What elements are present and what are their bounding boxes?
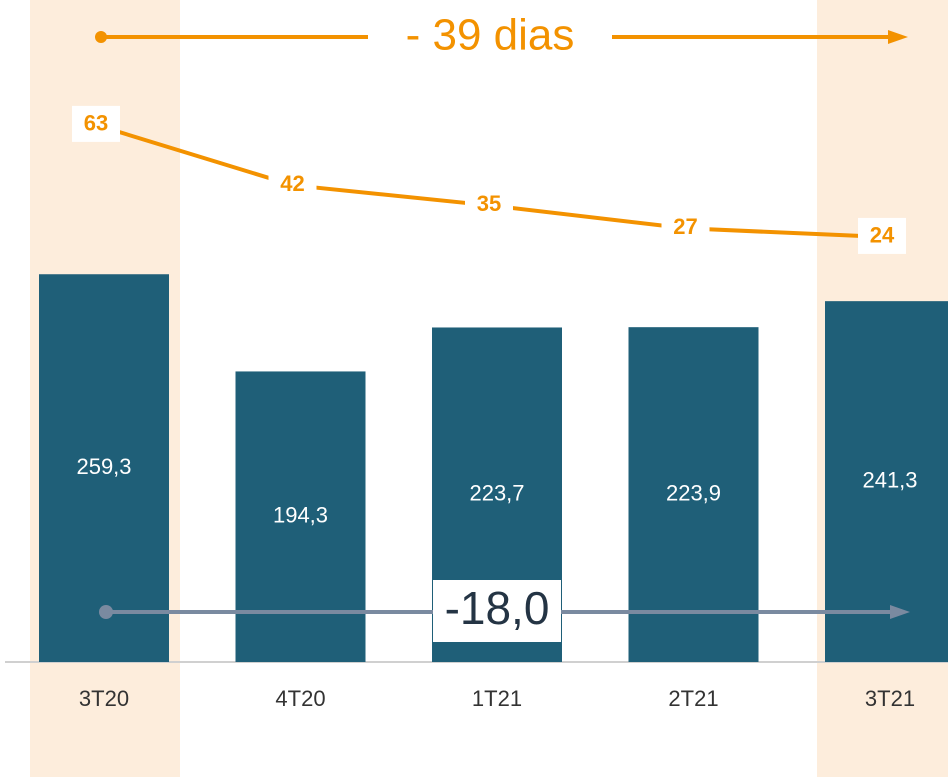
bar-value-label: 194,3 (273, 503, 328, 528)
value-label-box (858, 217, 906, 254)
bar-value-label: 223,9 (666, 480, 721, 505)
annotation-box (368, 10, 612, 64)
bar-value-label: 241,3 (862, 467, 917, 492)
value-label-box (465, 186, 513, 223)
bar-value-label: 223,7 (469, 481, 524, 506)
line-value-label: 42 (280, 171, 304, 196)
x-tick-label: 1T21 (472, 686, 522, 711)
line-value-label: 24 (870, 223, 895, 248)
value-label-box (661, 209, 710, 246)
bar (39, 274, 169, 662)
line-value-label: 63 (84, 111, 108, 136)
x-tick-label: 3T20 (79, 686, 129, 711)
annotation: -18,0 (445, 582, 550, 634)
bar-value-label: 259,3 (76, 454, 131, 479)
value-label-box (72, 105, 120, 142)
line-value-label: 35 (477, 191, 501, 216)
arrow-head (888, 30, 908, 44)
x-tick-label: 2T21 (668, 686, 718, 711)
annotation: - 39 dias (406, 11, 575, 60)
arrow-head (890, 605, 910, 619)
annotation-box (433, 580, 561, 642)
line-value-label: 27 (673, 214, 697, 239)
value-label-box (268, 166, 317, 203)
bar (825, 301, 948, 662)
x-tick-label: 4T20 (275, 686, 325, 711)
bar (628, 327, 759, 662)
x-tick-label: 3T21 (865, 686, 915, 711)
